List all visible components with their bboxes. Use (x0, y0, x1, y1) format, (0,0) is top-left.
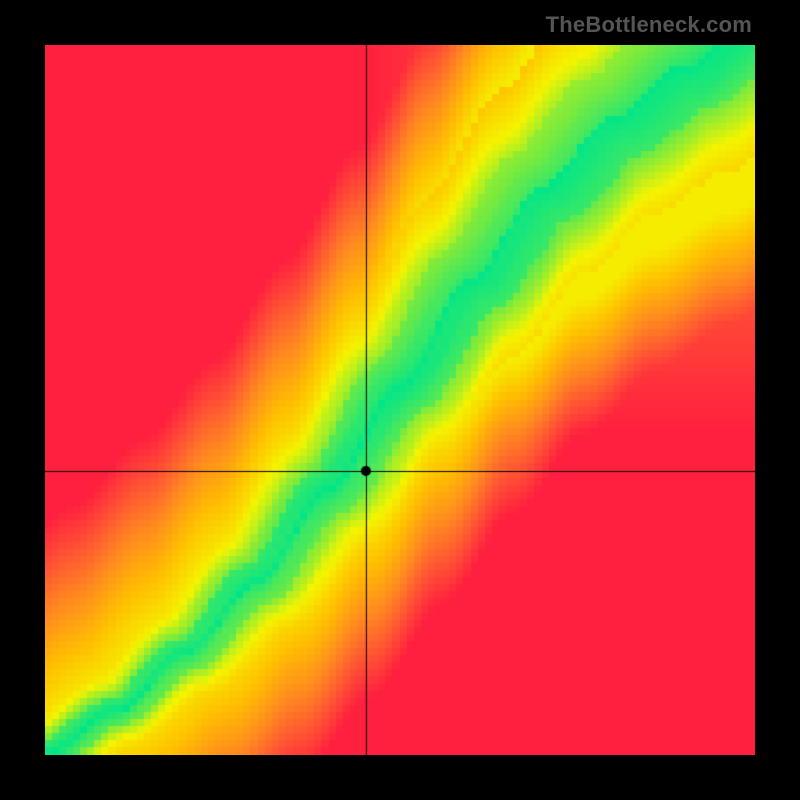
watermark-text: TheBottleneck.com (546, 12, 752, 38)
chart-container: TheBottleneck.com (0, 0, 800, 800)
heatmap-canvas (45, 45, 755, 755)
plot-area (45, 45, 755, 755)
